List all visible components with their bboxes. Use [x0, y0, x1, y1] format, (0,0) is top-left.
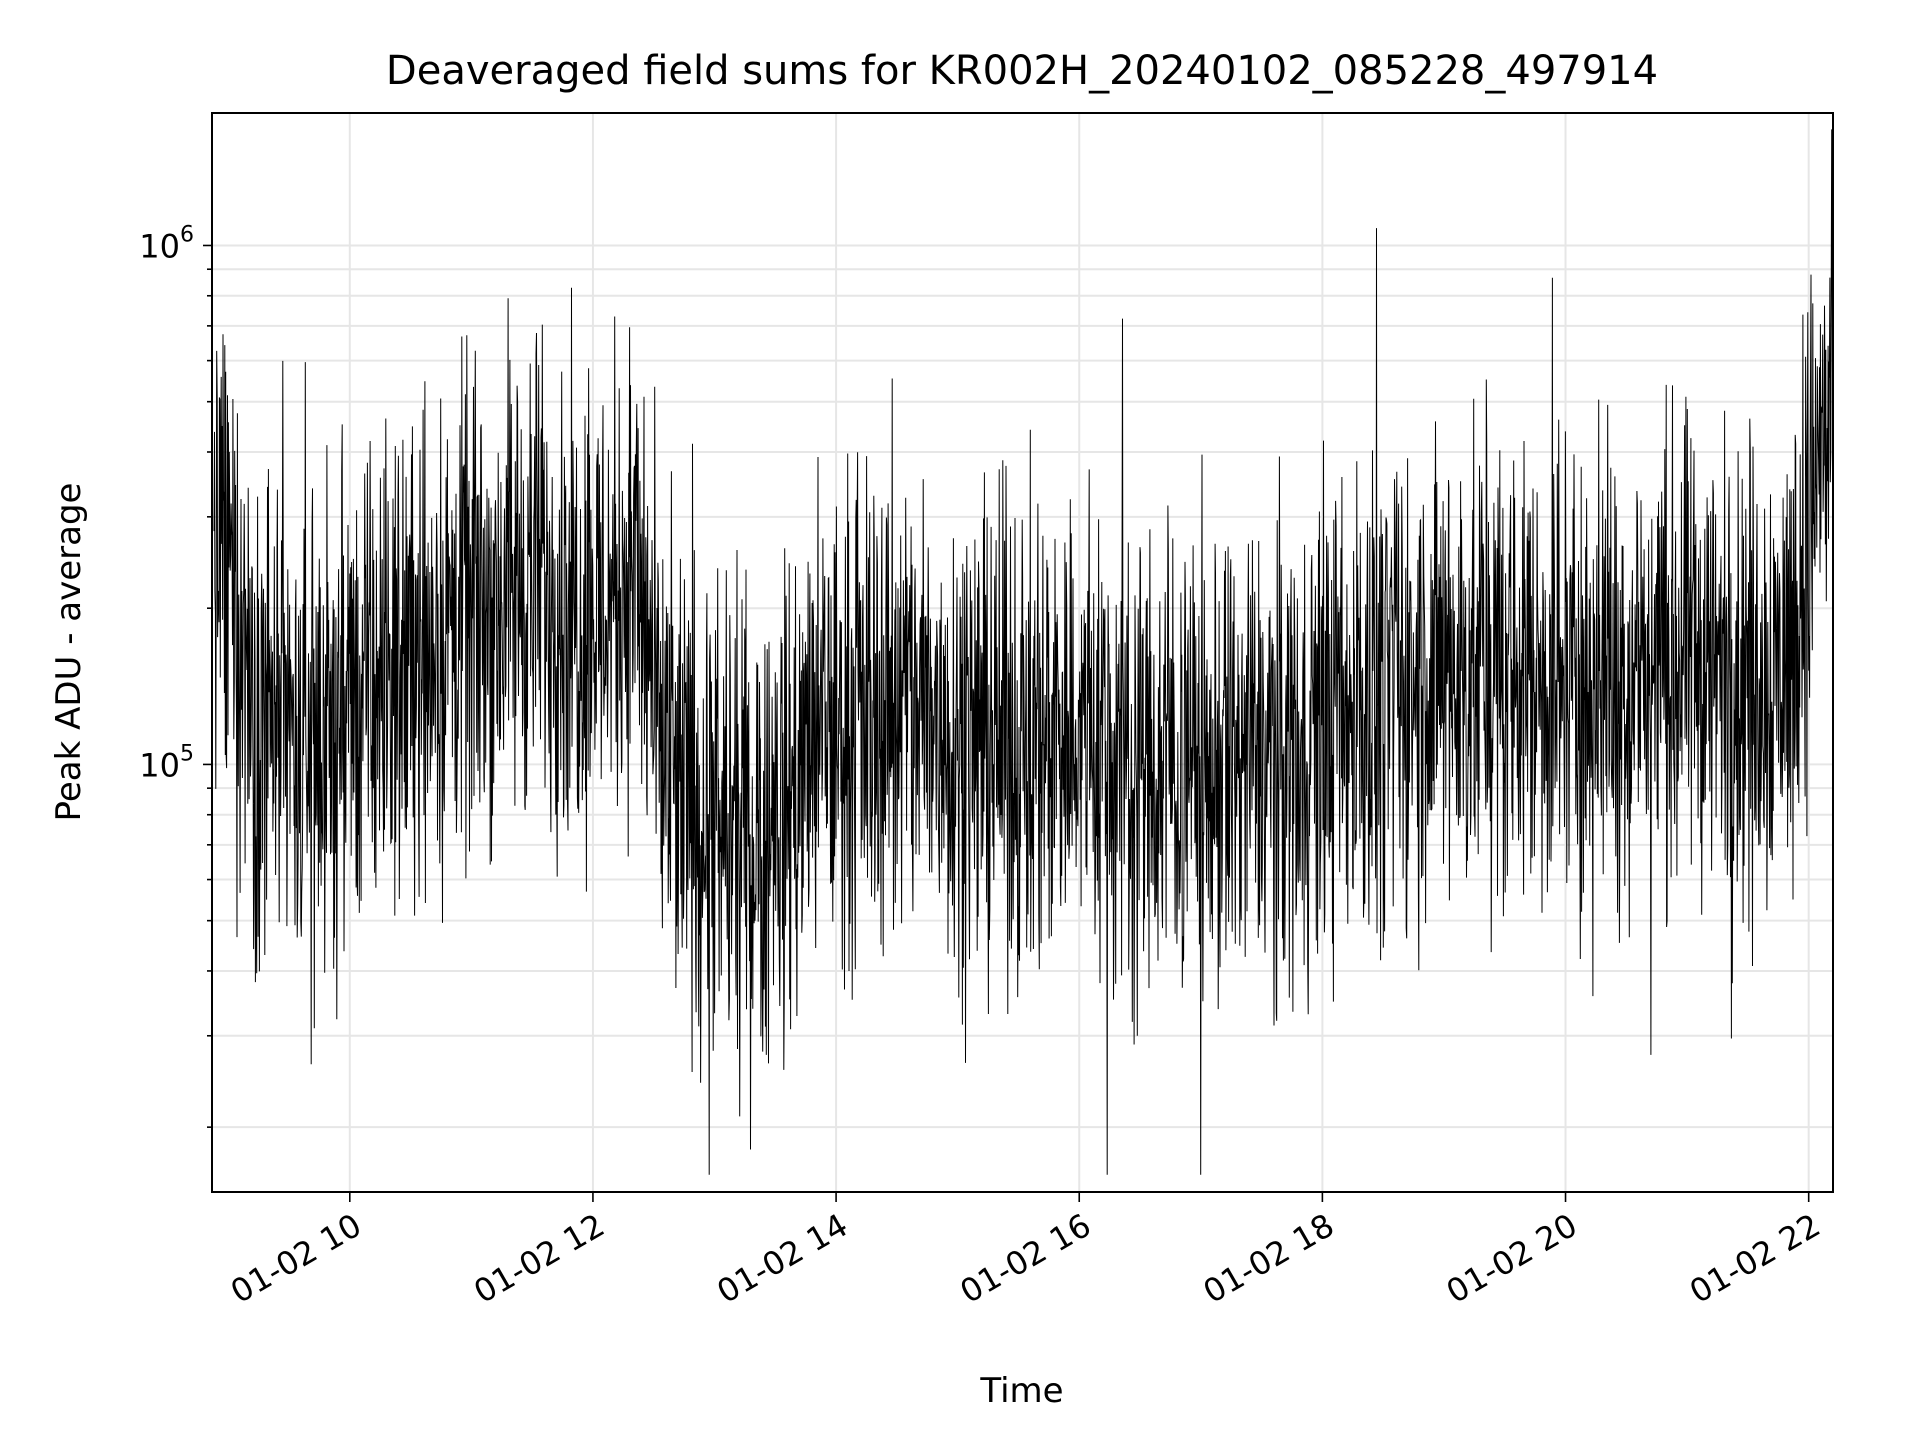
series-line: [213, 129, 1834, 1175]
data-series: [213, 129, 1834, 1175]
y-axis-ticks: 105 106: [139, 222, 212, 1128]
y-tick-label: 105: [139, 741, 194, 784]
y-axis-label: Peak ADU - average: [49, 483, 89, 822]
y-tick-label: 106: [139, 222, 194, 265]
x-axis-label: Time: [979, 1371, 1063, 1411]
plot-area-frame: [211, 112, 1834, 1193]
chart-title: Deaveraged field sums for KR002H_2024010…: [386, 48, 1658, 94]
